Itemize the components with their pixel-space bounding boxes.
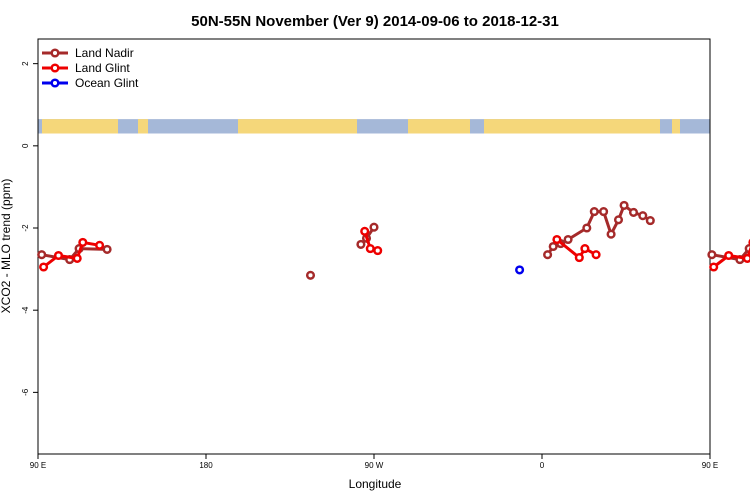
data-point-land-nadir	[563, 234, 573, 245]
data-point-land-nadir	[599, 207, 609, 217]
data-point-land-glint	[53, 250, 64, 261]
data-point-land-nadir	[638, 211, 648, 221]
x-axis: 90 E 180 90 W 0 90 E	[30, 454, 718, 470]
land-patch	[484, 119, 660, 134]
land-ocean-band	[38, 119, 710, 134]
x-tick-label: 90 E	[30, 461, 46, 470]
data-point-land-glint	[78, 237, 88, 247]
data-point-land-nadir	[369, 222, 379, 232]
land-patch	[672, 119, 680, 134]
legend-label: Ocean Glint	[75, 76, 139, 90]
data-point-land-nadir	[548, 241, 558, 252]
data-point-land-glint	[39, 262, 49, 272]
y-axis-label: XCO2 - MLO trend (ppm)	[0, 179, 13, 314]
data-point-land-glint	[552, 234, 562, 245]
data-point-land-nadir	[613, 215, 624, 225]
y-tick-label: -4	[21, 306, 30, 314]
data-point-land-nadir	[582, 223, 592, 233]
data-point-land-glint	[72, 253, 82, 263]
y-tick-label: -6	[21, 388, 30, 396]
data-point-land-nadir	[37, 250, 47, 260]
data-point-land-nadir	[606, 229, 616, 239]
data-point-land-nadir	[645, 216, 655, 226]
legend-item-ocean-glint: Ocean Glint	[42, 76, 139, 90]
land-patch	[138, 119, 148, 134]
y-tick-label: 0	[21, 143, 30, 148]
legend-label: Land Nadir	[75, 46, 134, 60]
data-point-land-glint	[95, 240, 105, 250]
land-patch	[408, 119, 470, 134]
data-point-land-glint	[591, 250, 601, 260]
data-point-land-glint	[373, 246, 383, 256]
land-patch	[238, 119, 357, 134]
series-line-land-glint	[555, 238, 597, 260]
x-tick-label: 0	[540, 461, 545, 470]
data-point-land-nadir	[356, 239, 366, 249]
data-point-land-nadir	[628, 207, 639, 217]
x-tick-label: 180	[199, 461, 213, 470]
data-point-land-glint	[724, 250, 734, 261]
data-point-land-nadir	[543, 250, 553, 260]
data-point-land-glint	[365, 244, 375, 254]
data-point-land-nadir	[707, 250, 717, 260]
chart-title: 50N-55N November (Ver 9) 2014-09-06 to 2…	[191, 13, 559, 30]
data-point-land-nadir	[305, 270, 316, 280]
series-land-glint	[39, 226, 750, 272]
x-axis-label: Longitude	[349, 477, 402, 491]
legend-label: Land Glint	[75, 61, 130, 75]
legend-item-land-nadir: Land Nadir	[42, 46, 134, 60]
x-tick-label: 90 E	[702, 461, 718, 470]
series-land-nadir	[37, 200, 750, 280]
data-point-land-nadir	[619, 200, 629, 210]
legend-marker	[50, 78, 60, 88]
data-point-land-glint	[360, 226, 370, 236]
series-layer	[37, 200, 750, 280]
series-ocean-glint	[515, 265, 525, 275]
x-tick-label: 90 W	[365, 461, 384, 470]
data-point-land-glint	[742, 253, 750, 263]
legend-marker	[50, 48, 60, 58]
data-point-land-glint	[580, 244, 590, 254]
legend-marker	[50, 63, 60, 73]
legend-item-land-glint: Land Glint	[42, 61, 130, 75]
data-point-land-nadir	[589, 207, 599, 217]
y-tick-label: -2	[21, 224, 30, 232]
land-patch	[42, 119, 118, 134]
y-tick-label: 2	[21, 61, 30, 66]
data-point-land-glint	[709, 262, 719, 272]
y-axis: 2 0 -2 -4 -6	[21, 61, 38, 396]
data-point-land-glint	[574, 253, 584, 263]
data-point-ocean-glint	[515, 265, 525, 275]
data-point-land-nadir	[102, 244, 112, 254]
